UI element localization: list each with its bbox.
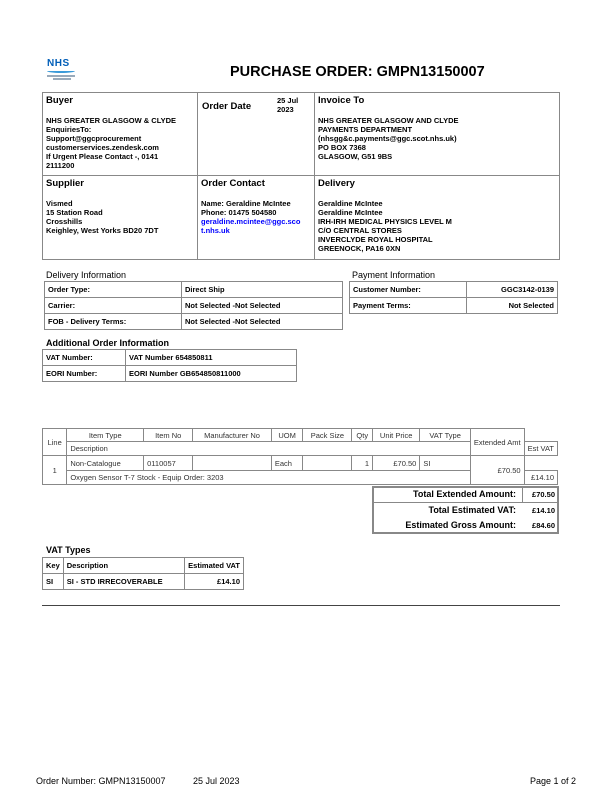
supplier-heading: Supplier (46, 178, 85, 189)
order-contact-heading: Order Contact (201, 178, 265, 189)
delivery-box (314, 175, 560, 260)
delivery-address: Geraldine McIntee Geraldine McIntee IRH-IR… (318, 199, 452, 253)
payment-info-heading: Payment Information (352, 270, 436, 280)
order-contact-details: Name: Geraldine McIntee Phone: 01475 504… (201, 199, 301, 235)
invoice-to-heading: Invoice To (318, 95, 365, 106)
total-vat-value: £14.10 (532, 506, 555, 515)
vat-types-heading: VAT Types (46, 545, 91, 555)
divider (42, 605, 560, 606)
contact-email-link[interactable]: geraldine.mcintee@ggc.sco t.nhs.uk (201, 217, 301, 235)
nhs-logo: NHS (47, 58, 77, 80)
delivery-heading: Delivery (318, 178, 355, 189)
line-items-table: Line Item Type Item No Manufacturer No U… (41, 428, 559, 485)
table-row: 1 Non-Catalogue 0110057 Each 1 £70.50 SI… (41, 455, 558, 485)
totals-box (372, 486, 559, 534)
delivery-info-table: Order Type: Direct Ship Carrier: Not Selec… (44, 281, 343, 330)
footer-date: 25 Jul 2023 (193, 776, 240, 786)
footer-order-number: Order Number: GMPN13150007 (36, 776, 166, 786)
buyer-heading: Buyer (46, 95, 73, 106)
buyer-address: NHS GREATER GLASGOW & CLYDE EnquiriesTo: S… (46, 116, 177, 170)
invoice-to-address: NHS GREATER GLASGOW AND CLYDE PAYMENTS DE… (318, 116, 459, 161)
gross-amount-value: £84.60 (532, 521, 555, 530)
total-extended-value: £70.50 (532, 490, 555, 499)
total-vat-label: Total Estimated VAT: (428, 505, 516, 515)
footer-page-number: Page 1 of 2 (529, 776, 576, 786)
supplier-address: Vismed 15 Station Road Crosshills Keighley,… (46, 199, 159, 235)
payment-info-table: Customer Number: GGC3142-0139 Payment Ter… (349, 281, 558, 314)
total-extended-label: Total Extended Amount: (413, 489, 516, 499)
table-row: SI SI - STD IRRECOVERABLE £14.10 (42, 573, 244, 590)
order-date-heading: Order Date (202, 101, 252, 112)
order-date-value: 25 Jul 2023 (277, 96, 299, 114)
delivery-info-heading: Delivery Information (46, 270, 127, 280)
vat-types-table: Key Description Estimated VAT SI SI - STD I… (42, 557, 244, 590)
page-title: PURCHASE ORDER: GMPN13150007 (230, 64, 485, 80)
additional-info-table: VAT Number: VAT Number 654850811 EORI Num… (42, 349, 297, 382)
gross-amount-label: Estimated Gross Amount: (405, 520, 516, 530)
additional-info-heading: Additional Order Information (46, 338, 169, 348)
